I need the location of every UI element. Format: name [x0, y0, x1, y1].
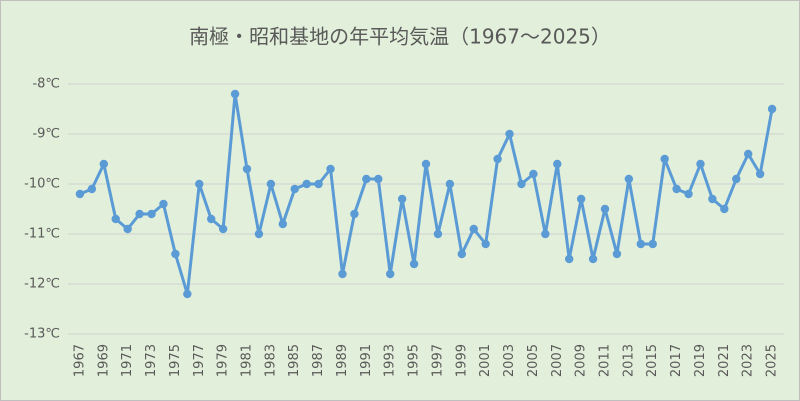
x-tick-label: 2021 [717, 344, 732, 377]
x-tick-label: 2009 [574, 344, 589, 377]
point [314, 179, 323, 189]
point [397, 194, 407, 204]
x-tick-label: 2001 [478, 344, 493, 377]
x-tick-label: 2015 [645, 344, 660, 377]
point [553, 159, 562, 169]
x-tick-label: 1967 [72, 344, 87, 377]
x-tick-label: 2011 [598, 344, 613, 377]
x-tick-label: 2013 [621, 344, 636, 377]
chart-title: 南極・昭和基地の年平均気温（1967～2025） [189, 25, 611, 49]
point [636, 239, 645, 249]
point [421, 159, 431, 169]
x-tick-label: 1983 [263, 344, 278, 377]
x-tick-label: 1973 [144, 344, 159, 377]
point [338, 269, 347, 279]
point [505, 129, 514, 139]
point [409, 259, 419, 269]
point [302, 179, 311, 189]
point [648, 239, 657, 249]
point [99, 159, 109, 169]
point [744, 149, 753, 159]
point [708, 194, 717, 204]
point [195, 179, 204, 189]
x-tick-label: 2019 [693, 344, 708, 377]
point [612, 249, 622, 259]
x-tick-label: 1989 [335, 344, 350, 377]
x-tick-label: 1985 [287, 344, 302, 377]
x-tick-label: 1991 [359, 344, 374, 377]
point [135, 209, 144, 219]
point [326, 164, 335, 174]
point [660, 154, 669, 164]
point [576, 194, 586, 204]
point [350, 209, 359, 219]
point [433, 229, 443, 239]
x-tick-label: 1987 [311, 344, 326, 377]
point [517, 179, 526, 189]
y-tick-label: -12℃ [24, 277, 60, 292]
x-tick-label: 1997 [430, 344, 445, 377]
point [720, 204, 729, 214]
point [529, 169, 538, 179]
point [732, 174, 741, 184]
point [218, 224, 228, 234]
x-tick-label: 2005 [526, 344, 541, 377]
x-tick-label: 1975 [168, 344, 183, 377]
point [374, 174, 383, 184]
point [362, 174, 371, 184]
point [278, 219, 287, 229]
x-tick-label: 1995 [407, 344, 422, 377]
point [684, 189, 693, 199]
point [230, 89, 240, 99]
x-tick-label: 1969 [96, 344, 111, 377]
point [266, 179, 276, 189]
point [87, 184, 97, 194]
point [481, 239, 490, 249]
y-tick-label: -10℃ [24, 177, 60, 192]
point [207, 214, 216, 224]
x-tick-label: 2023 [741, 344, 756, 377]
y-tick-label: -8℃ [32, 77, 60, 92]
point [123, 224, 132, 234]
point [111, 214, 120, 224]
point [493, 154, 502, 164]
x-tick-label: 1977 [192, 344, 207, 377]
point [290, 184, 299, 194]
point [541, 229, 550, 239]
y-tick-label: -9℃ [32, 127, 60, 142]
x-tick-label: 2003 [502, 344, 517, 377]
point [147, 209, 156, 219]
x-tick-label: 2007 [550, 344, 565, 377]
point [457, 249, 466, 259]
y-tick-label: -13℃ [24, 327, 60, 342]
x-tick-label: 1981 [240, 344, 255, 377]
point [600, 204, 610, 214]
point [565, 254, 574, 264]
point [445, 179, 455, 189]
x-tick-label: 2025 [765, 344, 780, 377]
point [469, 224, 478, 234]
x-tick-label: 1999 [454, 344, 469, 377]
y-tick-label: -11℃ [24, 227, 60, 242]
point [183, 289, 192, 299]
point [672, 184, 681, 194]
x-tick-label: 1993 [383, 344, 398, 377]
point [767, 104, 777, 114]
x-tick-label: 1979 [216, 344, 231, 377]
point [254, 229, 264, 239]
point [696, 159, 705, 169]
point [159, 199, 168, 209]
point [624, 174, 634, 184]
x-tick-label: 1971 [120, 344, 135, 377]
point [386, 269, 395, 279]
x-tick-label: 2017 [669, 344, 684, 377]
point [242, 164, 252, 174]
point [588, 254, 598, 264]
point [755, 169, 765, 179]
point [75, 189, 85, 199]
point [171, 249, 180, 259]
